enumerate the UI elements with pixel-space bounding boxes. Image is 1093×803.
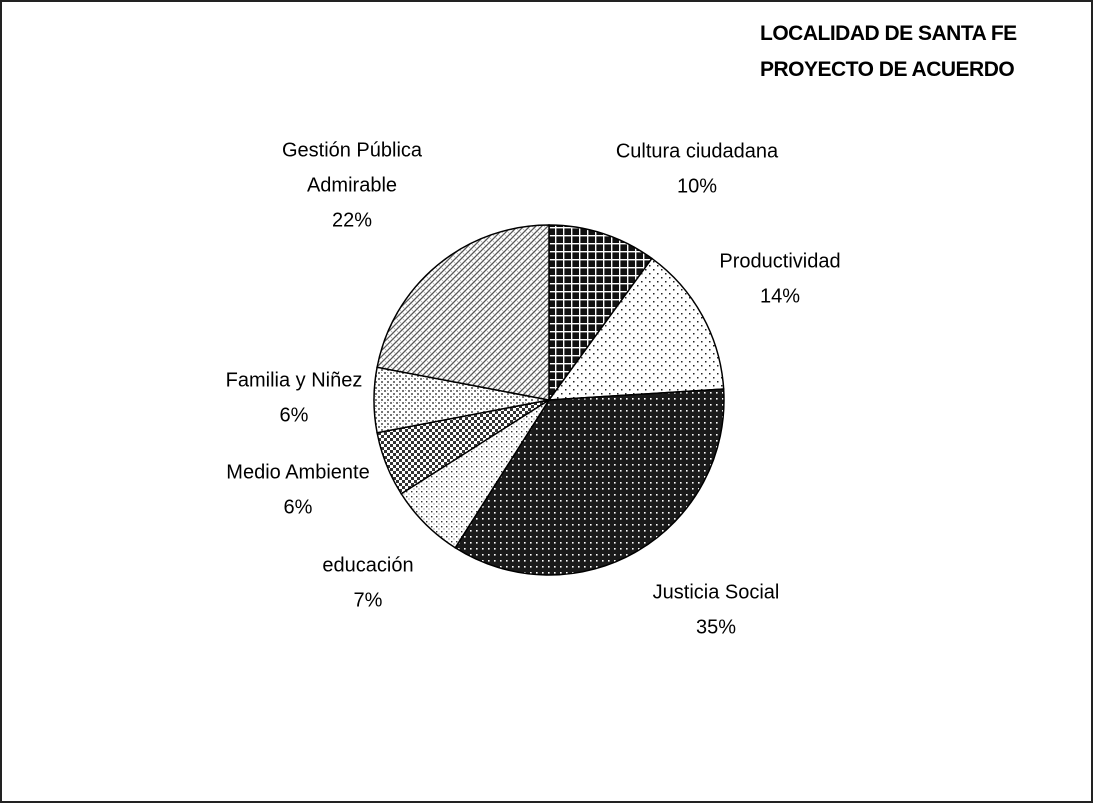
slice-category-label: Productividad (719, 250, 840, 272)
chart-title: LOCALIDAD DE SANTA FE (760, 22, 1017, 45)
slice-value-label: 14% (760, 285, 800, 307)
slice-category-label: Medio Ambiente (226, 461, 369, 483)
pie-slices (373, 224, 725, 576)
slice-value-label: 10% (677, 175, 717, 197)
chart-subtitle: PROYECTO DE ACUERDO (760, 58, 1015, 81)
pie-slice (547, 257, 725, 401)
slice-value-label: 7% (354, 589, 383, 611)
slice-value-label: 6% (284, 496, 313, 518)
pie-slice (548, 224, 653, 403)
chart-title-block: LOCALIDAD DE SANTA FE PROYECTO DE ACUERD… (760, 16, 1017, 88)
slice-category-label: Familia y Niñez (226, 369, 363, 391)
pie-labels: Cultura ciudadana 10% Productividad 14% Just… (226, 139, 841, 638)
slice-value-label: 22% (332, 209, 372, 231)
slice-category-label: Cultura ciudadana (616, 140, 779, 162)
slice-value-label: 35% (696, 616, 736, 638)
slice-category-label: Admirable (307, 174, 397, 196)
slice-category-label: educación (322, 554, 413, 576)
slice-category-label: Justicia Social (653, 581, 780, 603)
slice-category-label: Gestión Pública (282, 139, 423, 161)
slice-value-label: 6% (280, 404, 309, 426)
pie-slice (376, 224, 550, 401)
pie-slice (454, 388, 725, 576)
